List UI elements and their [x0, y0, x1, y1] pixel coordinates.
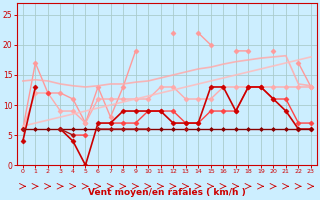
- X-axis label: Vent moyen/en rafales ( km/h ): Vent moyen/en rafales ( km/h ): [88, 188, 246, 197]
